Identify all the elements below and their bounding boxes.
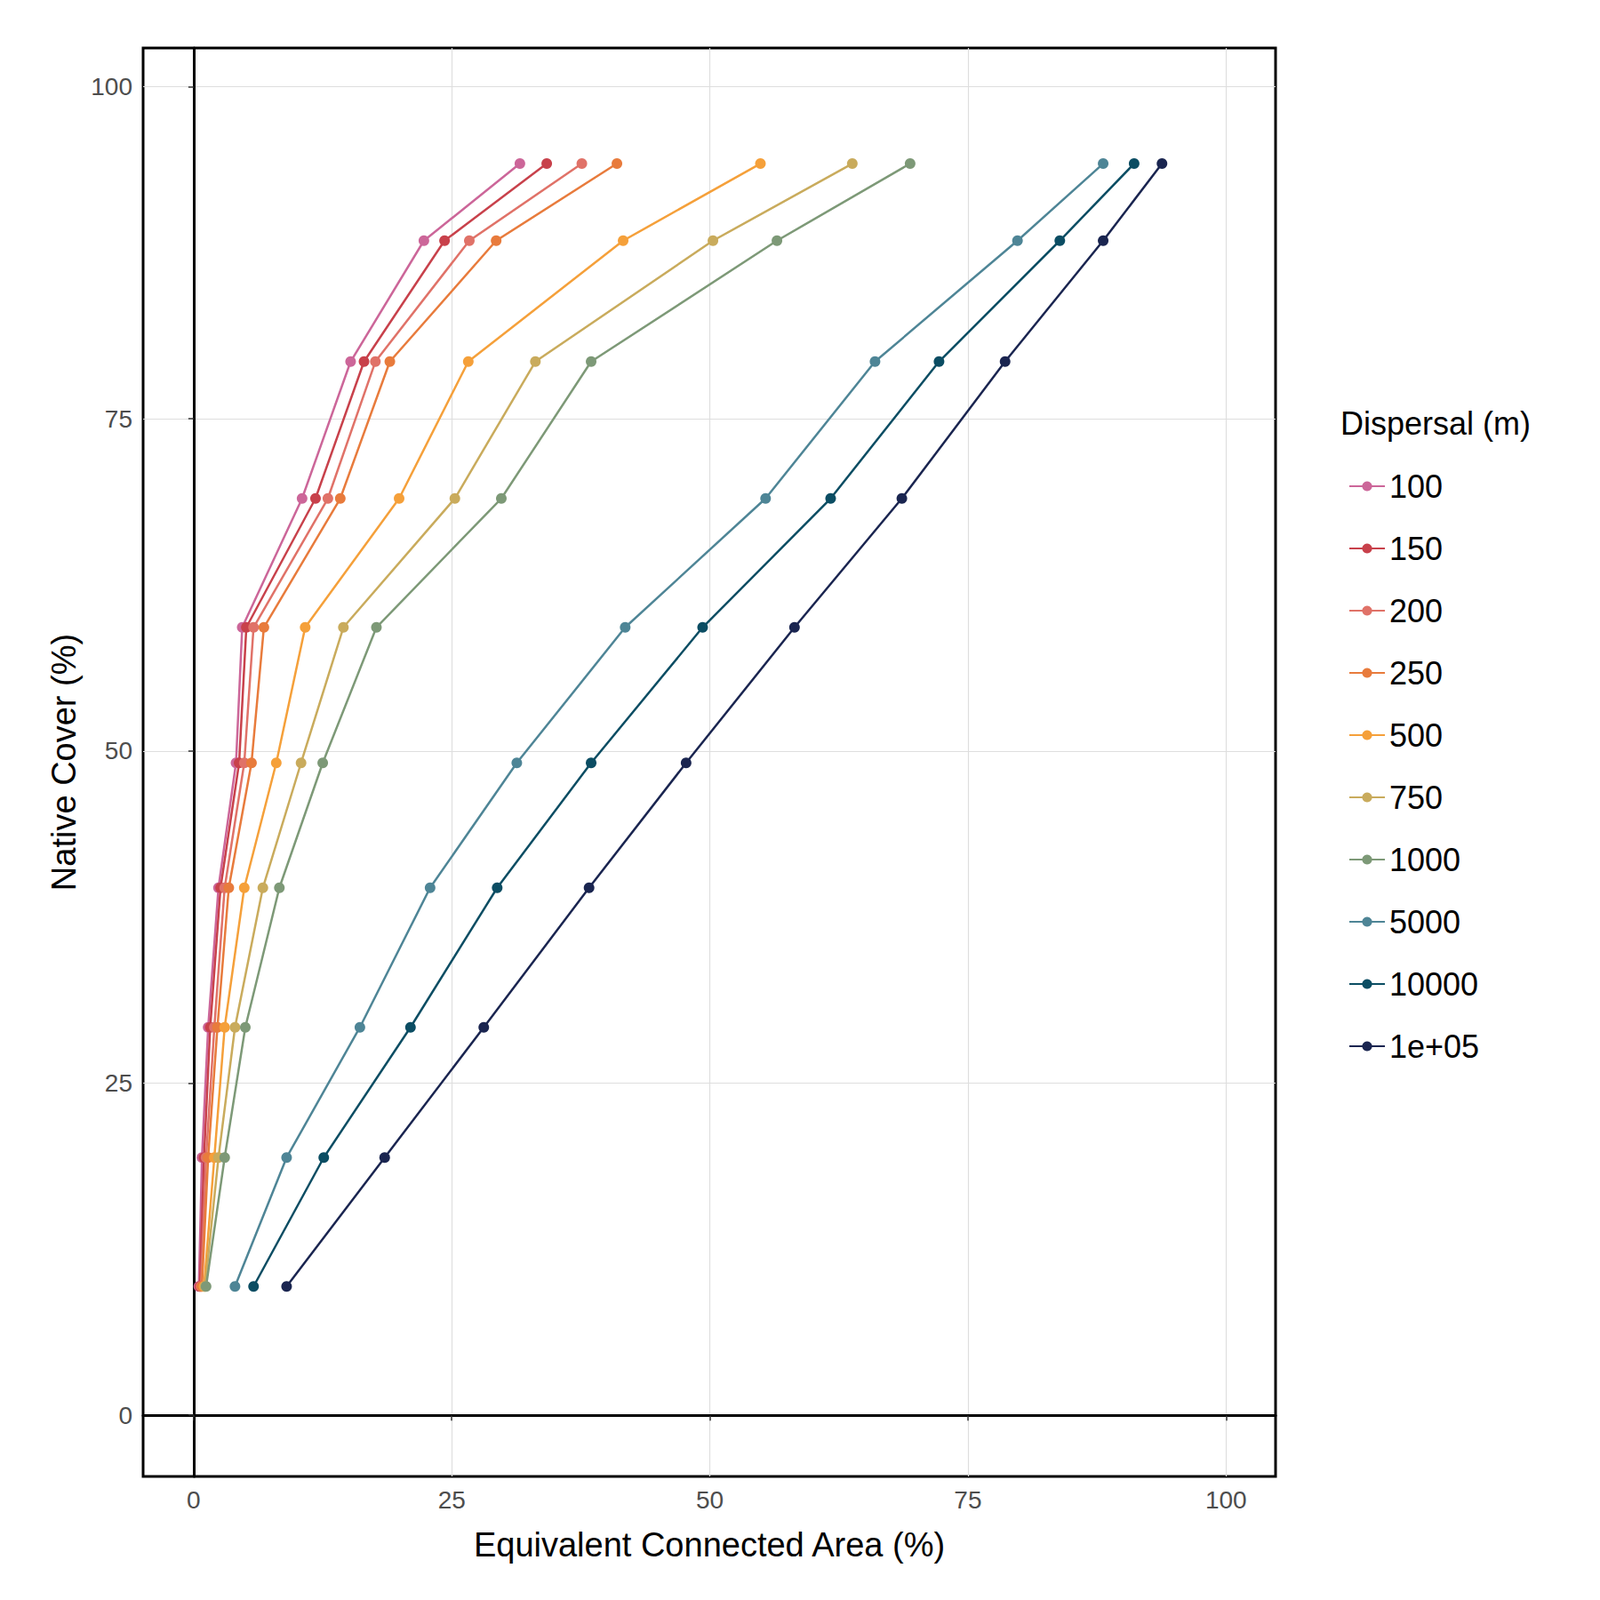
svg-text:100: 100	[1205, 1486, 1248, 1514]
svg-text:Native Cover (%): Native Cover (%)	[45, 633, 83, 891]
svg-text:50: 50	[104, 736, 133, 765]
svg-text:100: 100	[1389, 468, 1443, 505]
svg-text:10000: 10000	[1389, 966, 1479, 1003]
svg-text:1e+05: 1e+05	[1389, 1028, 1480, 1065]
svg-text:25: 25	[104, 1069, 133, 1097]
svg-text:500: 500	[1389, 717, 1443, 754]
svg-text:75: 75	[953, 1486, 982, 1514]
svg-text:50: 50	[696, 1486, 724, 1514]
svg-text:1000: 1000	[1389, 841, 1461, 879]
svg-text:25: 25	[438, 1486, 466, 1514]
svg-text:200: 200	[1389, 592, 1443, 630]
svg-text:100: 100	[90, 72, 133, 101]
svg-text:250: 250	[1389, 655, 1443, 692]
svg-text:750: 750	[1389, 779, 1443, 816]
svg-text:Dispersal (m): Dispersal (m)	[1340, 405, 1531, 442]
svg-text:0: 0	[118, 1401, 133, 1430]
svg-text:150: 150	[1389, 530, 1443, 568]
svg-text:Equivalent Connected Area (%): Equivalent Connected Area (%)	[473, 1526, 945, 1564]
svg-text:0: 0	[186, 1486, 201, 1514]
svg-text:5000: 5000	[1389, 904, 1461, 941]
svg-text:75: 75	[104, 405, 133, 433]
